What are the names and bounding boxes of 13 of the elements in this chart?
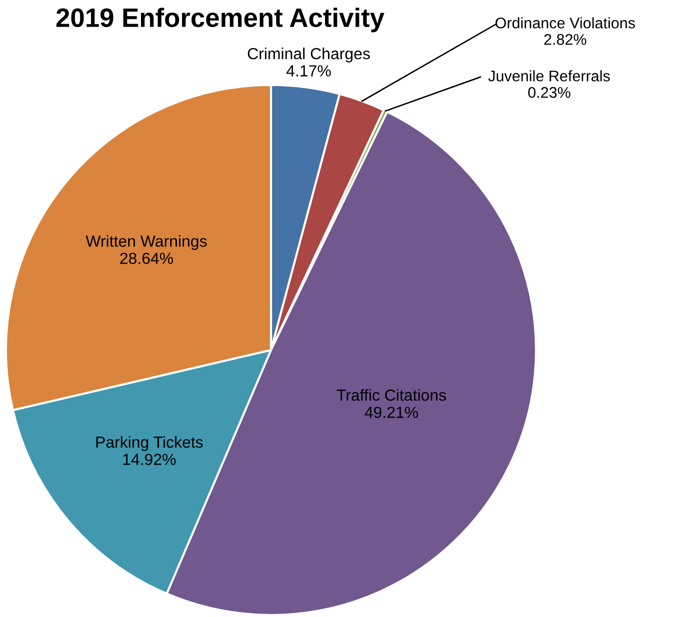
slice-label: Criminal Charges [248,48,370,62]
slice-label: Juvenile Referrals [488,70,610,82]
chart-title: 2019 Enforcement Activity [56,8,384,32]
data-label: 0.23% [528,87,570,98]
slice-label: Ordinance Violations [496,17,635,28]
data-label: 4.17% [286,65,331,76]
slice-label: Traffic Citations [336,389,446,401]
slice-label: Written Warnings [86,235,207,250]
data-label: 28.64% [120,252,173,264]
slice-label: Parking Tickets [96,436,203,451]
data-label: 2.82% [544,34,586,45]
data-label: 14.92% [123,454,176,466]
data-label: 49.21% [364,406,418,418]
